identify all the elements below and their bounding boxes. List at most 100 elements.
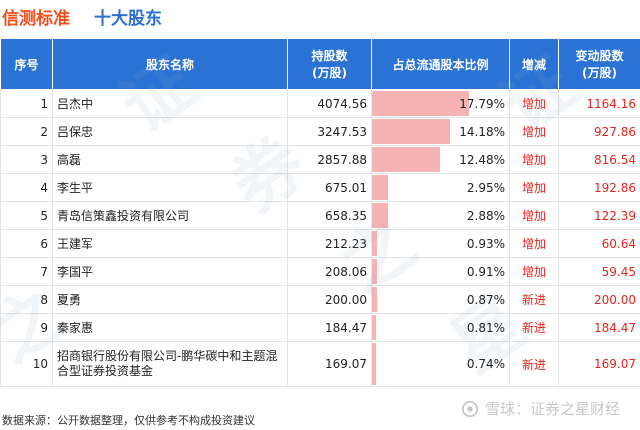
- snowball-icon: [461, 400, 479, 417]
- table-row: 1 吕杰中 4074.56 17.79% 增加 1164.16: [0, 89, 640, 118]
- ratio-bar: [372, 203, 388, 228]
- cell-index: 4: [0, 173, 53, 202]
- cell-holder-name: 招商银行股份有限公司-鹏华碳中和主题混合型证券投资基金: [52, 341, 288, 387]
- header-shares-line2: (万股): [312, 66, 347, 80]
- ratio-bar: [372, 175, 389, 200]
- cell-holder-name: 吕保忠: [52, 117, 288, 146]
- cell-index: 1: [0, 89, 53, 118]
- cell-delta: 1164.16: [558, 89, 640, 118]
- header-delta-line2: (万股): [582, 66, 617, 80]
- cell-delta: 184.47: [558, 313, 640, 342]
- cell-delta: 200.00: [558, 285, 640, 314]
- cell-shares: 200.00: [287, 285, 372, 314]
- cell-shares: 658.35: [287, 201, 372, 230]
- cell-ratio: 0.81%: [371, 313, 510, 342]
- cell-delta: 192.86: [558, 173, 640, 202]
- cell-change: 增加: [509, 173, 559, 202]
- cell-index: 8: [0, 285, 53, 314]
- header-index: 序号: [0, 38, 53, 90]
- cell-holder-name: 青岛信策鑫投资有限公司: [52, 201, 288, 230]
- header-shares: 持股数 (万股): [287, 38, 372, 90]
- cell-shares: 184.47: [287, 313, 372, 342]
- title-bar: 信测标准 十大股东: [0, 0, 640, 34]
- cell-ratio: 0.74%: [371, 341, 510, 387]
- cell-change: 增加: [509, 257, 559, 286]
- ratio-bar: [372, 231, 378, 256]
- company-title: 信测标准: [2, 9, 70, 29]
- cell-delta: 122.39: [558, 201, 640, 230]
- table-row: 3 高磊 2857.88 12.48% 增加 816.54: [0, 145, 640, 174]
- header-shares-line1: 持股数: [311, 49, 348, 63]
- ratio-value: 0.81%: [466, 320, 505, 335]
- cell-shares: 4074.56: [287, 89, 372, 118]
- table-row: 10 招商银行股份有限公司-鹏华碳中和主题混合型证券投资基金 169.07 0.74%…: [0, 341, 640, 387]
- top-ten-holders-table: 序号 股东名称 持股数 (万股) 占总流通股本比例 增减 变动股数 (万股) 1…: [0, 38, 640, 387]
- cell-index: 5: [0, 201, 53, 230]
- header-delta-line1: 变动股数: [575, 49, 624, 63]
- cell-holder-name: 夏勇: [52, 285, 288, 314]
- cell-shares: 169.07: [287, 341, 372, 387]
- cell-change: 新进: [509, 285, 559, 314]
- table-row: 5 青岛信策鑫投资有限公司 658.35 2.88% 增加 122.39: [0, 201, 640, 230]
- cell-ratio: 0.93%: [371, 229, 510, 258]
- cell-shares: 2857.88: [287, 145, 372, 174]
- data-source-note: 数据来源：公开数据整理，仅供参考不构成投资建议: [2, 414, 255, 427]
- ratio-value: 12.48%: [459, 152, 505, 167]
- cell-holder-name: 高磊: [52, 145, 288, 174]
- ratio-value: 0.87%: [466, 292, 505, 307]
- table-row: 9 秦家惠 184.47 0.81% 新进 184.47: [0, 313, 640, 342]
- cell-holder-name: 李生平: [52, 173, 288, 202]
- cell-change: 增加: [509, 145, 559, 174]
- cell-index: 6: [0, 229, 53, 258]
- cell-ratio: 2.95%: [371, 173, 510, 202]
- cell-delta: 169.07: [558, 341, 640, 387]
- ratio-bar: [372, 315, 377, 340]
- header-holder-name: 股东名称: [52, 38, 288, 90]
- cell-change: 增加: [509, 229, 559, 258]
- ratio-bar: [372, 259, 377, 284]
- cell-shares: 675.01: [287, 173, 372, 202]
- cell-delta: 816.54: [558, 145, 640, 174]
- table-row: 7 李国平 208.06 0.91% 增加 59.45: [0, 257, 640, 286]
- cell-holder-name: 王建军: [52, 229, 288, 258]
- cell-holder-name: 李国平: [52, 257, 288, 286]
- cell-shares: 208.06: [287, 257, 372, 286]
- cell-change: 增加: [509, 117, 559, 146]
- table-row: 8 夏勇 200.00 0.87% 新进 200.00: [0, 285, 640, 314]
- ratio-bar: [372, 119, 450, 144]
- ratio-bar: [372, 287, 377, 312]
- cell-index: 3: [0, 145, 53, 174]
- cell-change: 新进: [509, 341, 559, 387]
- header-ratio: 占总流通股本比例: [371, 38, 510, 90]
- cell-index: 7: [0, 257, 53, 286]
- section-title: 十大股东: [94, 9, 162, 29]
- table-row: 6 王建军 212.23 0.93% 增加 60.64: [0, 229, 640, 258]
- cell-index: 2: [0, 117, 53, 146]
- cell-ratio: 2.88%: [371, 201, 510, 230]
- brand-watermark: 雪球：证券之星财经: [461, 398, 620, 419]
- table-row: 2 吕保忠 3247.53 14.18% 增加 927.86: [0, 117, 640, 146]
- ratio-bar: [372, 147, 441, 172]
- ratio-value: 0.93%: [466, 236, 505, 251]
- cell-change: 增加: [509, 89, 559, 118]
- ratio-value: 0.91%: [466, 264, 505, 279]
- cell-shares: 212.23: [287, 229, 372, 258]
- header-delta: 变动股数 (万股): [558, 38, 640, 90]
- ratio-bar: [372, 343, 377, 385]
- cell-change: 新进: [509, 313, 559, 342]
- cell-ratio: 0.87%: [371, 285, 510, 314]
- cell-delta: 60.64: [558, 229, 640, 258]
- cell-holder-name: 秦家惠: [52, 313, 288, 342]
- header-change: 增减: [509, 38, 559, 90]
- cell-index: 9: [0, 313, 53, 342]
- ratio-value: 0.74%: [466, 357, 505, 371]
- table-row: 4 李生平 675.01 2.95% 增加 192.86: [0, 173, 640, 202]
- ratio-bar: [372, 91, 470, 116]
- cell-ratio: 17.79%: [371, 89, 510, 118]
- cell-ratio: 12.48%: [371, 145, 510, 174]
- cell-holder-name: 吕杰中: [52, 89, 288, 118]
- cell-ratio: 14.18%: [371, 117, 510, 146]
- cell-ratio: 0.91%: [371, 257, 510, 286]
- ratio-value: 2.88%: [466, 208, 505, 223]
- cell-delta: 59.45: [558, 257, 640, 286]
